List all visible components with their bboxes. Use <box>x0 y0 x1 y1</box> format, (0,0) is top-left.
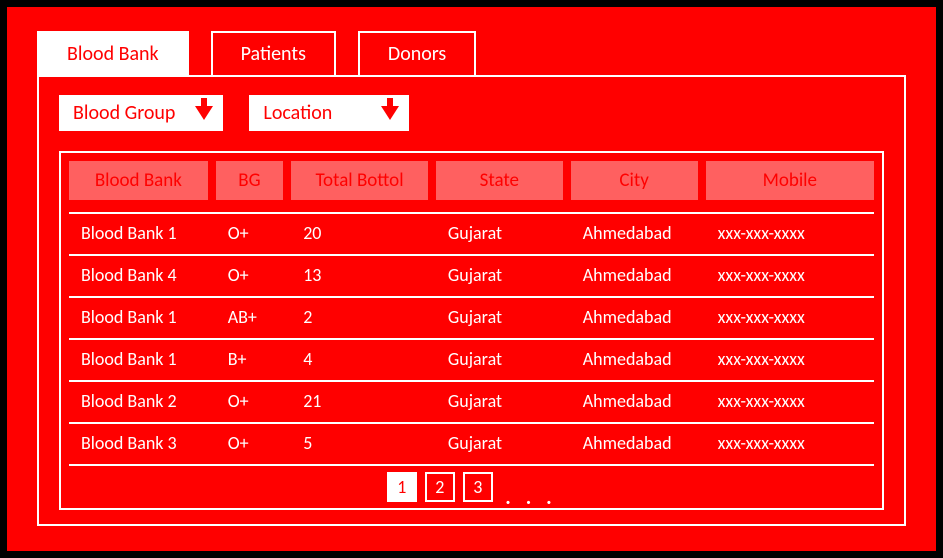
page-button-2[interactable]: 2 <box>425 472 455 502</box>
cell-city: Ahmedabad <box>571 432 698 454</box>
blood-group-label: Blood Group <box>73 101 175 125</box>
cell-state: Gujarat <box>436 432 563 454</box>
blood-group-dropdown[interactable]: Blood Group <box>59 95 223 131</box>
cell-total: 4 <box>291 348 428 370</box>
cell-total: 21 <box>291 390 428 412</box>
tabs-row: Blood Bank Patients Donors <box>37 31 906 77</box>
cell-bg: O+ <box>216 264 283 286</box>
cell-mobile: xxx-xxx-xxxx <box>706 222 874 244</box>
page-button-1[interactable]: 1 <box>387 472 417 502</box>
cell-mobile: xxx-xxx-xxxx <box>706 432 874 454</box>
table-row: Blood Bank 3 O+ 5 Gujarat Ahmedabad xxx-xxx-x… <box>69 422 874 464</box>
cell-city: Ahmedabad <box>571 222 698 244</box>
pagination-ellipsis: . . . <box>501 488 556 502</box>
cell-total: 5 <box>291 432 428 454</box>
cell-bg: B+ <box>216 348 283 370</box>
col-header-total-bottol: Total Bottol <box>291 161 428 200</box>
tab-patients[interactable]: Patients <box>211 31 336 77</box>
cell-city: Ahmedabad <box>571 390 698 412</box>
cell-bank: Blood Bank 2 <box>69 390 208 412</box>
pagination-row: 1 2 3 . . . <box>69 464 874 508</box>
location-label: Location <box>263 101 332 125</box>
content-panel: Blood Group Location Blood Bank BG Total… <box>37 75 906 526</box>
app-frame: Blood Bank Patients Donors Blood Group L… <box>6 6 937 552</box>
page-button-3[interactable]: 3 <box>463 472 493 502</box>
arrow-down-icon <box>381 106 399 120</box>
tab-donors[interactable]: Donors <box>358 31 476 77</box>
cell-mobile: xxx-xxx-xxxx <box>706 264 874 286</box>
cell-total: 2 <box>291 306 428 328</box>
cell-bank: Blood Bank 3 <box>69 432 208 454</box>
cell-total: 20 <box>291 222 428 244</box>
cell-mobile: xxx-xxx-xxxx <box>706 306 874 328</box>
cell-bank: Blood Bank 1 <box>69 306 208 328</box>
table-row: Blood Bank 4 O+ 13 Gujarat Ahmedabad xxx-xxx-… <box>69 254 874 296</box>
col-header-state: State <box>436 161 563 200</box>
cell-mobile: xxx-xxx-xxxx <box>706 390 874 412</box>
table-row: Blood Bank 1 B+ 4 Gujarat Ahmedabad xxx-xxx-x… <box>69 338 874 380</box>
filters-row: Blood Group Location <box>59 95 884 131</box>
results-table: Blood Bank BG Total Bottol State City Mo… <box>59 151 884 510</box>
cell-bg: O+ <box>216 222 283 244</box>
arrow-down-icon <box>195 106 213 120</box>
cell-state: Gujarat <box>436 264 563 286</box>
cell-mobile: xxx-xxx-xxxx <box>706 348 874 370</box>
cell-bank: Blood Bank 1 <box>69 348 208 370</box>
table-header: Blood Bank BG Total Bottol State City Mo… <box>69 161 874 200</box>
cell-total: 13 <box>291 264 428 286</box>
location-dropdown[interactable]: Location <box>249 95 409 131</box>
cell-state: Gujarat <box>436 348 563 370</box>
col-header-mobile: Mobile <box>706 161 874 200</box>
cell-bg: AB+ <box>216 306 283 328</box>
cell-bank: Blood Bank 1 <box>69 222 208 244</box>
cell-city: Ahmedabad <box>571 348 698 370</box>
col-header-bg: BG <box>216 161 283 200</box>
table-row: Blood Bank 2 O+ 21 Gujarat Ahmedabad xxx-xxx-… <box>69 380 874 422</box>
cell-state: Gujarat <box>436 306 563 328</box>
cell-bank: Blood Bank 4 <box>69 264 208 286</box>
table-row: Blood Bank 1 O+ 20 Gujarat Ahmedabad xxx-xxx-… <box>69 212 874 254</box>
cell-bg: O+ <box>216 432 283 454</box>
col-header-blood-bank: Blood Bank <box>69 161 208 200</box>
cell-bg: O+ <box>216 390 283 412</box>
table-body: Blood Bank 1 O+ 20 Gujarat Ahmedabad xxx-xxx-… <box>69 212 874 464</box>
cell-state: Gujarat <box>436 222 563 244</box>
cell-city: Ahmedabad <box>571 306 698 328</box>
col-header-city: City <box>571 161 698 200</box>
cell-city: Ahmedabad <box>571 264 698 286</box>
tab-blood-bank[interactable]: Blood Bank <box>37 31 189 77</box>
cell-state: Gujarat <box>436 390 563 412</box>
table-row: Blood Bank 1 AB+ 2 Gujarat Ahmedabad xxx-xxx-… <box>69 296 874 338</box>
